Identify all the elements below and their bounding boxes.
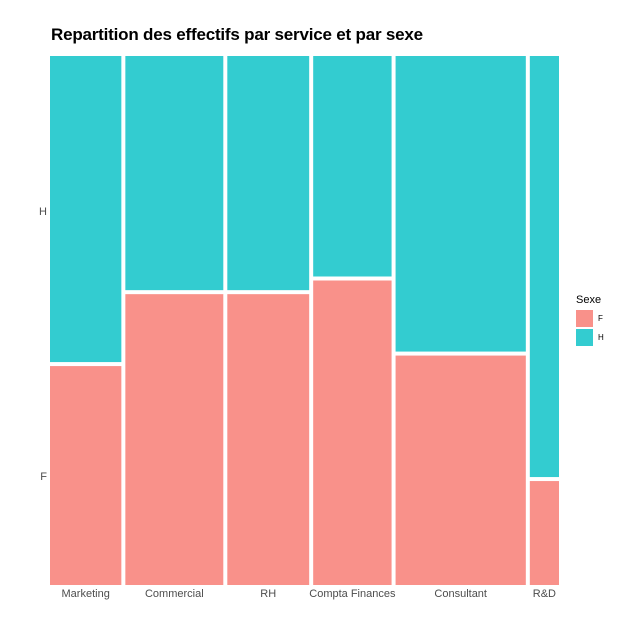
- x-tick-label-consultant: Consultant: [434, 588, 487, 600]
- legend-item-h: H: [576, 329, 604, 346]
- tile-compta-finances-h: [313, 56, 392, 277]
- tile-r-d-f: [529, 481, 559, 585]
- tile-rh-h: [227, 56, 310, 291]
- chart-title: Repartition des effectifs par service et…: [51, 25, 423, 44]
- tile-consultant-h: [395, 56, 526, 352]
- mosaic-tiles: [50, 56, 559, 585]
- tile-commercial-f: [125, 294, 224, 585]
- tile-r-d-h: [529, 56, 559, 478]
- legend-item-f: F: [576, 310, 604, 327]
- legend: Sexe F H: [576, 294, 604, 348]
- tile-compta-finances-f: [313, 280, 392, 585]
- tile-commercial-h: [125, 56, 224, 291]
- x-tick-label-compta-finances: Compta Finances: [309, 588, 396, 600]
- tile-consultant-f: [395, 355, 526, 585]
- y-axis-tick-labels: FH: [39, 206, 47, 483]
- y-tick-label-h: H: [39, 206, 47, 218]
- x-tick-label-r-d: R&D: [533, 588, 556, 600]
- x-tick-label-marketing: Marketing: [62, 588, 110, 600]
- x-tick-label-rh: RH: [260, 588, 276, 600]
- x-tick-label-commercial: Commercial: [145, 588, 204, 600]
- legend-key-f: [576, 310, 593, 327]
- tile-rh-f: [227, 294, 310, 585]
- legend-key-h: [576, 329, 593, 346]
- legend-label-h: H: [598, 333, 604, 342]
- x-axis-tick-labels: Marketing Commercial RH Compta Finances Cons…: [62, 588, 557, 600]
- legend-label-f: F: [598, 314, 603, 323]
- legend-title: Sexe: [576, 294, 602, 306]
- tile-marketing-h: [50, 56, 122, 363]
- tile-marketing-f: [50, 366, 122, 585]
- y-tick-label-f: F: [40, 471, 47, 483]
